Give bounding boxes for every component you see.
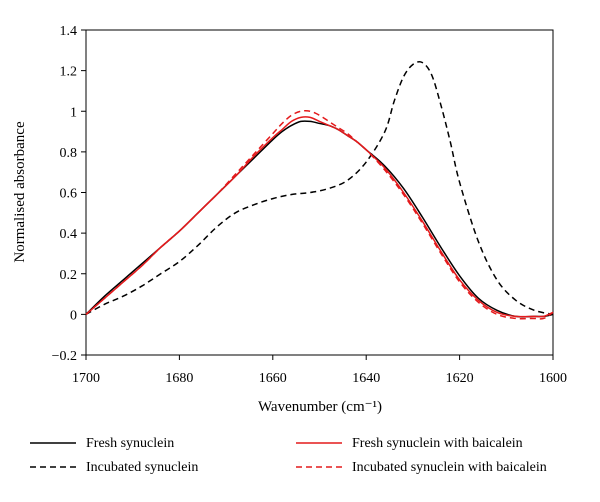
y-axis: −0.2 0 0.2 0.4 0.6 0.8 1 1.2 1.4 bbox=[52, 24, 86, 364]
plot-area bbox=[85, 29, 554, 356]
x-tick-label: 1640 bbox=[352, 371, 380, 386]
y-axis-title: Normalised absorbance bbox=[12, 121, 28, 263]
legend-label-fresh-synuclein-with-baicalein: Fresh synuclein with baicalein bbox=[352, 436, 523, 451]
series-line-incubated-synuclein-with-baicalein bbox=[85, 109, 554, 320]
x-tick-label: 1660 bbox=[259, 371, 287, 386]
y-tick-label: 1.4 bbox=[60, 24, 78, 39]
series-line-incubated-synuclein bbox=[85, 61, 554, 316]
y-tick-label: 0 bbox=[70, 308, 77, 323]
x-tick-label: 1680 bbox=[165, 371, 193, 386]
y-tick-label: 1.2 bbox=[60, 65, 78, 80]
y-tick-label: 0.4 bbox=[60, 227, 78, 242]
y-tick-label: 0.6 bbox=[60, 187, 78, 202]
x-axis-title: Wavenumber (cm⁻¹) bbox=[258, 399, 382, 415]
y-tick-label: 0.2 bbox=[60, 268, 78, 283]
y-tick-label: 0.8 bbox=[60, 146, 78, 161]
legend-label-fresh-synuclein: Fresh synuclein bbox=[86, 436, 174, 451]
x-tick-label: 1700 bbox=[72, 371, 100, 386]
x-tick-label: 1600 bbox=[539, 371, 567, 386]
series-layer bbox=[85, 61, 554, 320]
x-tick-label: 1620 bbox=[446, 371, 474, 386]
legend-label-incubated-synuclein: Incubated synuclein bbox=[86, 460, 198, 475]
legend: Fresh synuclein Incubated synuclein Fresh … bbox=[30, 436, 547, 475]
y-tick-label: 1 bbox=[70, 105, 77, 120]
legend-label-incubated-synuclein-with-baicalein: Incubated synuclein with baicalein bbox=[352, 460, 547, 475]
series-line-fresh-synuclein-with-baicalein bbox=[85, 116, 554, 318]
x-axis: 1700 1680 1660 1640 1620 1600 bbox=[72, 355, 567, 386]
y-tick-label: −0.2 bbox=[52, 349, 77, 364]
